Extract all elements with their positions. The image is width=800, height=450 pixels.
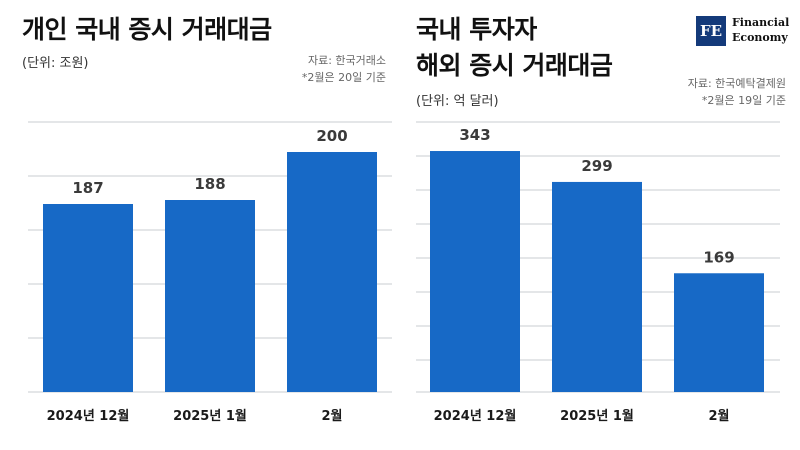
logo-line-2: Economy — [732, 31, 788, 44]
category-label: 2024년 12월 — [434, 408, 517, 424]
category-label: 2월 — [321, 408, 342, 424]
bar — [674, 273, 764, 392]
bar — [43, 204, 133, 392]
date-note: *2월은 19일 기준 — [701, 94, 786, 107]
right-chart-panel: 국내 투자자 해외 증시 거래대금 (단위: 억 달러) 자료: 한국예탁결제원… — [400, 0, 800, 450]
value-label: 169 — [703, 248, 734, 266]
unit-label: (단위: 억 달러) — [416, 94, 499, 109]
bar-chart-domestic: 187 2024년 12월 188 2025년 1월 200 2월 — [28, 121, 392, 424]
source-note: 자료: 한국예탁결제원 *2월은 19일 기준 — [688, 75, 786, 109]
category-label: 2025년 1월 — [560, 408, 634, 424]
bar — [165, 200, 255, 392]
value-label: 343 — [459, 126, 490, 144]
source-text: 자료: 한국예탁결제원 — [687, 77, 786, 90]
logo-line-1: Financial — [732, 16, 790, 29]
category-label: 2025년 1월 — [173, 408, 247, 424]
value-label: 200 — [316, 127, 347, 145]
date-note: *2월은 20일 기준 — [301, 71, 386, 84]
source-text: 자료: 한국거래소 — [307, 54, 386, 67]
left-chart-panel: 개인 국내 증시 거래대금 (단위: 조원) 자료: 한국거래소 *2월은 20… — [22, 15, 392, 424]
source-note: 자료: 한국거래소 *2월은 20일 기준 — [302, 52, 386, 86]
bar — [430, 151, 520, 392]
value-label: 187 — [72, 179, 103, 197]
value-label: 188 — [194, 175, 225, 193]
bar — [552, 181, 642, 392]
chart-title-line-1: 국내 투자자 — [416, 15, 537, 44]
logo-mark-icon: FE — [696, 16, 726, 46]
category-label: 2월 — [708, 408, 729, 424]
value-label: 299 — [581, 157, 612, 175]
bar-chart-overseas: 343 2024년 12월 299 2025년 1월 169 2월 — [416, 121, 780, 424]
financial-economy-logo: FE Financial Economy — [696, 14, 796, 52]
category-label: 2024년 12월 — [47, 408, 130, 424]
chart-title: 개인 국내 증시 거래대금 — [22, 15, 272, 44]
unit-label: (단위: 조원) — [22, 56, 89, 71]
logo-wordmark: Financial Economy — [732, 15, 789, 45]
bar — [287, 152, 377, 392]
chart-title-line-2: 해외 증시 거래대금 — [416, 51, 613, 80]
